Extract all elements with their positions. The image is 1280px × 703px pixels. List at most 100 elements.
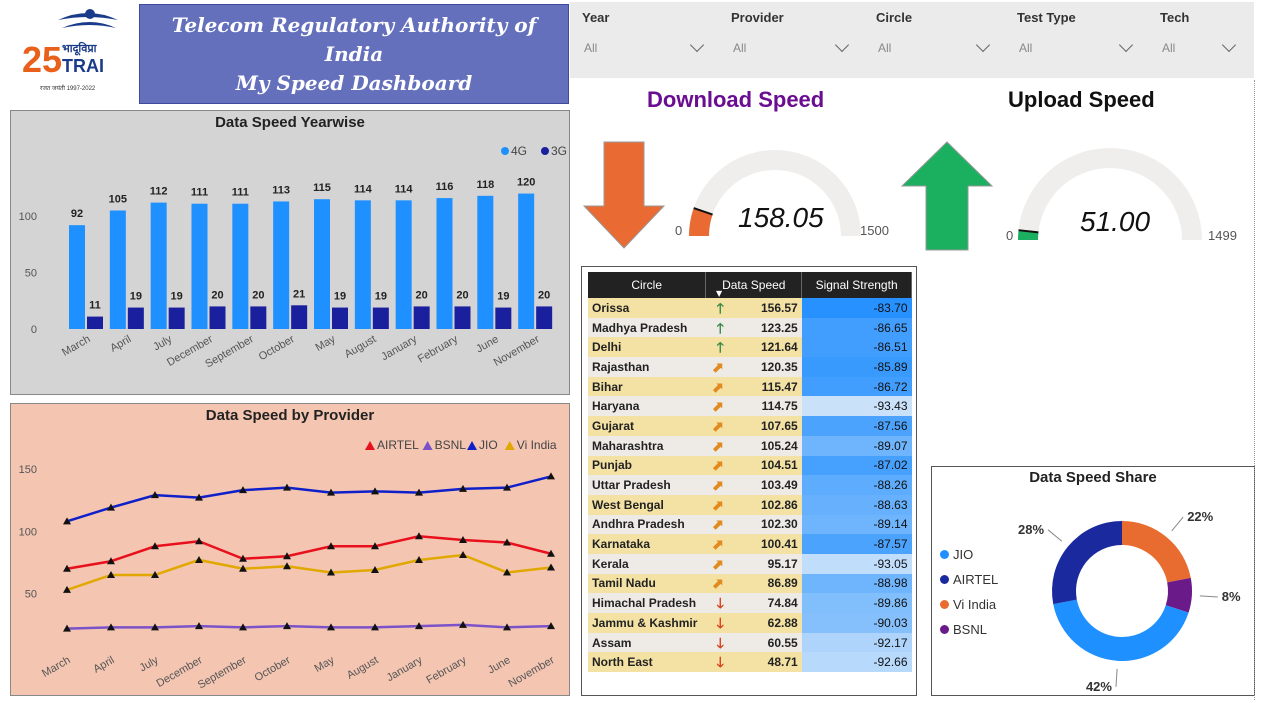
bar-4g bbox=[150, 202, 167, 329]
column-header-circle[interactable]: Circle bbox=[588, 272, 707, 298]
download-speed-gauge bbox=[689, 150, 861, 236]
arrow-up-right-icon: ⬈ bbox=[712, 536, 724, 553]
filter-value[interactable]: All bbox=[878, 41, 892, 55]
bar-value-label: 21 bbox=[293, 288, 305, 300]
bar-value-label: 20 bbox=[456, 289, 468, 301]
gauge-fill bbox=[689, 208, 713, 236]
up-arrow-icon bbox=[900, 141, 994, 251]
table-row[interactable]: Rajasthan ⬈ 120.35 -85.89 bbox=[588, 357, 912, 377]
data-point bbox=[327, 542, 335, 550]
x-tick-label: March bbox=[60, 333, 92, 359]
bar-3g bbox=[209, 306, 226, 329]
legend-label: JIO bbox=[479, 438, 498, 452]
table-row[interactable]: Kerala ⬈ 95.17 -93.05 bbox=[588, 553, 912, 574]
bar-value-label: 92 bbox=[71, 208, 83, 220]
table-row[interactable]: Assam 🡓 60.55 -92.17 bbox=[588, 632, 912, 653]
legend-item[interactable]: Vi India bbox=[940, 597, 996, 612]
data-point bbox=[195, 537, 203, 545]
filter-value[interactable]: All bbox=[733, 41, 747, 55]
bar-value-label: 114 bbox=[395, 183, 414, 195]
table-row[interactable]: Himachal Pradesh 🡓 74.84 -89.86 bbox=[588, 593, 912, 613]
legend-item[interactable]: BSNL bbox=[940, 622, 987, 637]
cell-data-speed: 🡑 121.64 bbox=[705, 337, 802, 358]
cell-circle: Tamil Nadu bbox=[588, 573, 706, 594]
donut-slice-bsnl bbox=[1165, 577, 1192, 613]
table-row[interactable]: Tamil Nadu ⬈ 86.89 -88.98 bbox=[588, 573, 912, 594]
filter-year[interactable]: Year All bbox=[570, 2, 718, 78]
speed-value: 105.24 bbox=[760, 438, 798, 453]
legend-dot-icon bbox=[940, 600, 949, 609]
legend-item[interactable]: AIRTEL bbox=[940, 572, 998, 587]
filter-tech[interactable]: Tech All bbox=[1148, 2, 1254, 78]
chevron-down-icon[interactable] bbox=[1118, 37, 1134, 53]
table-row[interactable]: West Bengal ⬈ 102.86 -88.63 bbox=[588, 494, 912, 515]
sort-desc-icon[interactable]: ▼ bbox=[716, 289, 723, 298]
filter-provider[interactable]: Provider All bbox=[719, 2, 865, 78]
table-row[interactable]: Punjab ⬈ 104.51 -87.02 bbox=[588, 455, 912, 476]
table-row[interactable]: Haryana ⬈ 114.75 -93.43 bbox=[588, 396, 912, 417]
bar-value-label: 111 bbox=[191, 187, 208, 199]
filter-value[interactable]: All bbox=[1162, 41, 1176, 55]
cell-signal-strength: -93.05 bbox=[801, 553, 912, 574]
arrow-up-icon: 🡑 bbox=[716, 339, 724, 356]
bar-value-label: 19 bbox=[171, 291, 183, 303]
cell-data-speed: ⬈ 104.51 bbox=[705, 455, 802, 476]
table-row[interactable]: Maharashtra ⬈ 105.24 -89.07 bbox=[588, 435, 912, 456]
arrow-down-icon: 🡓 bbox=[716, 614, 724, 631]
table-row[interactable]: Madhya Pradesh 🡑 123.25 -86.65 bbox=[588, 317, 912, 338]
data-point bbox=[371, 623, 379, 631]
table-row[interactable]: Andhra Pradesh ⬈ 102.30 -89.14 bbox=[588, 514, 912, 535]
data-point bbox=[151, 570, 159, 578]
chevron-down-icon[interactable] bbox=[975, 37, 991, 53]
cell-circle: Gujarat bbox=[588, 416, 706, 436]
y-tick-label: 100 bbox=[19, 211, 37, 223]
data-point bbox=[107, 623, 115, 631]
cell-circle: Andhra Pradesh bbox=[588, 514, 706, 535]
table-row[interactable]: Bihar ⬈ 115.47 -86.72 bbox=[588, 376, 912, 397]
bar-4g bbox=[314, 199, 330, 329]
x-tick-label: January bbox=[379, 333, 419, 363]
data-point bbox=[283, 622, 291, 630]
chevron-down-icon[interactable] bbox=[1221, 37, 1237, 53]
filter-value[interactable]: All bbox=[1019, 41, 1033, 55]
data-point bbox=[415, 555, 423, 563]
donut-slice-airtel bbox=[1052, 521, 1122, 605]
column-header-signal-strength[interactable]: Signal Strength bbox=[801, 272, 912, 298]
chevron-down-icon[interactable] bbox=[834, 37, 850, 53]
cell-circle: West Bengal bbox=[588, 494, 706, 515]
table-row[interactable]: Karnataka ⬈ 100.41 -87.57 bbox=[588, 534, 912, 554]
cell-data-speed: ⬈ 114.75 bbox=[705, 396, 802, 417]
chart-title: Data Speed by Provider bbox=[205, 407, 375, 424]
table-row[interactable]: Orissa 🡑 156.57 -83.70 bbox=[588, 298, 912, 318]
x-tick-label: October bbox=[257, 333, 297, 363]
filter-circle[interactable]: Circle All bbox=[864, 2, 1010, 78]
table-row[interactable]: North East 🡓 48.71 -92.66 bbox=[588, 652, 912, 673]
bar-value-label: 20 bbox=[252, 289, 264, 301]
cell-signal-strength: -93.43 bbox=[801, 396, 912, 417]
legend-marker bbox=[504, 441, 515, 450]
table-row[interactable]: Delhi 🡑 121.64 -86.51 bbox=[588, 337, 912, 358]
filter-test-type[interactable]: Test Type All bbox=[1005, 2, 1151, 78]
bar-4g bbox=[477, 195, 494, 329]
cell-circle: Himachal Pradesh bbox=[588, 593, 706, 613]
table-row[interactable]: Uttar Pradesh ⬈ 103.49 -88.26 bbox=[588, 475, 912, 495]
data-point bbox=[195, 555, 203, 563]
arrow-up-right-icon: ⬈ bbox=[712, 496, 724, 513]
data-point bbox=[503, 623, 511, 631]
bar-3g bbox=[495, 307, 512, 329]
speed-value: 114.75 bbox=[761, 399, 798, 414]
column-header-data-speed[interactable]: Data Speed bbox=[705, 272, 803, 298]
bar-3g bbox=[87, 316, 103, 329]
cell-data-speed: ⬈ 102.30 bbox=[705, 514, 802, 535]
table-row[interactable]: Gujarat ⬈ 107.65 -87.56 bbox=[588, 416, 912, 436]
chevron-down-icon[interactable] bbox=[689, 37, 705, 53]
data-point bbox=[327, 488, 335, 496]
bar-value-label: 19 bbox=[375, 291, 387, 303]
bar-value-label: 20 bbox=[211, 289, 223, 301]
filter-label: Tech bbox=[1160, 10, 1190, 25]
filter-value[interactable]: All bbox=[584, 41, 598, 55]
bar-3g bbox=[250, 306, 267, 329]
table-row[interactable]: Jammu & Kashmir 🡓 62.88 -90.03 bbox=[588, 613, 912, 633]
legend-item[interactable]: JIO bbox=[940, 547, 973, 562]
cell-signal-strength: -85.89 bbox=[801, 357, 912, 377]
